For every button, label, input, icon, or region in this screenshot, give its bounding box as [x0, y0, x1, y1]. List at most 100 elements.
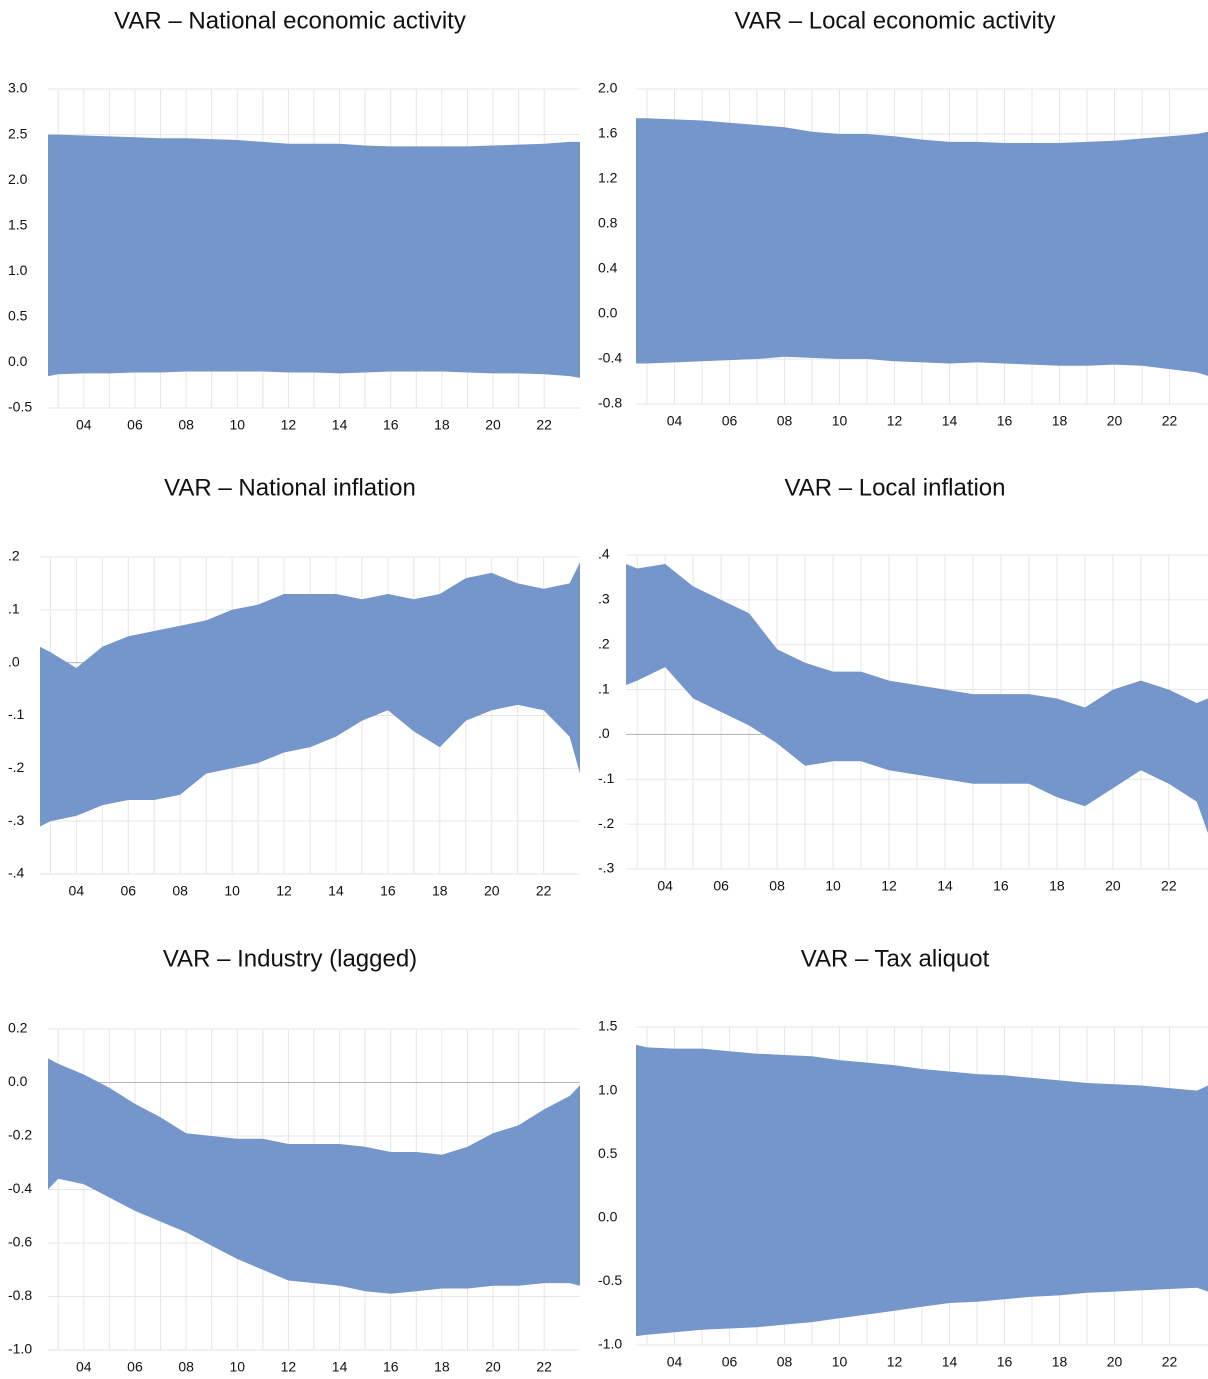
x-tick-label: 20 [1105, 878, 1121, 894]
band-area [40, 562, 580, 827]
y-tick-label: -0.8 [8, 1287, 32, 1303]
x-tick-label: 04 [76, 417, 92, 433]
x-tick-label: 06 [722, 413, 738, 429]
y-tick-label: 1.5 [8, 216, 28, 232]
y-tick-label: -0.4 [8, 1180, 32, 1196]
x-tick-label: 08 [769, 878, 785, 894]
y-tick-label: .0 [8, 653, 20, 669]
x-tick-label: 12 [881, 878, 897, 894]
y-tick-label: .1 [598, 680, 610, 696]
y-tick-label: 0.4 [598, 260, 618, 276]
y-tick-label: -0.6 [8, 1234, 32, 1250]
x-tick-label: 20 [1107, 413, 1123, 429]
chart-title: VAR – National inflation [164, 474, 416, 501]
band-area [48, 134, 580, 378]
y-tick-label: 2.0 [598, 80, 618, 96]
x-tick-label: 18 [432, 883, 448, 899]
x-tick-label: 10 [832, 413, 848, 429]
y-tick-label: -1.0 [8, 1341, 32, 1357]
y-tick-label: .3 [598, 591, 610, 607]
y-tick-label: 0.0 [8, 353, 28, 369]
x-tick-label: 22 [536, 883, 552, 899]
y-tick-label: 0.0 [598, 1209, 618, 1225]
y-tick-label: 0.5 [8, 308, 28, 324]
x-tick-label: 12 [276, 883, 292, 899]
x-tick-label: 14 [942, 413, 958, 429]
y-tick-label: -.4 [8, 865, 25, 881]
y-tick-label: -0.4 [598, 350, 622, 366]
band-area [636, 118, 1208, 376]
x-tick-label: 18 [434, 1359, 450, 1375]
x-tick-label: 10 [229, 1359, 245, 1375]
x-tick-label: 14 [937, 878, 953, 894]
chart-title: VAR – Local economic activity [734, 7, 1055, 34]
x-tick-label: 18 [1052, 413, 1068, 429]
x-tick-label: 22 [536, 1359, 552, 1375]
y-tick-label: 0.2 [8, 1020, 28, 1036]
x-tick-label: 04 [667, 1354, 683, 1370]
y-tick-label: -.2 [8, 759, 25, 775]
x-tick-label: 16 [997, 1354, 1013, 1370]
x-tick-label: 22 [536, 417, 552, 433]
x-tick-label: 16 [383, 417, 399, 433]
x-tick-label: 06 [127, 417, 143, 433]
x-tick-label: 14 [332, 417, 348, 433]
y-tick-label: 3.0 [8, 80, 28, 96]
band-area [626, 564, 1208, 834]
chart-title: VAR – Industry (lagged) [163, 945, 417, 972]
y-tick-label: 0.8 [598, 215, 618, 231]
x-tick-label: 22 [1162, 413, 1178, 429]
y-tick-label: -0.8 [598, 395, 622, 411]
x-tick-label: 20 [485, 1359, 501, 1375]
y-tick-label: 2.0 [8, 171, 28, 187]
y-tick-label: -.2 [598, 815, 615, 831]
y-tick-label: -.1 [598, 770, 615, 786]
x-tick-label: 06 [120, 883, 136, 899]
chart-title: VAR – National economic activity [114, 7, 466, 34]
x-tick-label: 06 [127, 1359, 143, 1375]
x-tick-label: 12 [887, 1354, 903, 1370]
y-tick-label: -1.0 [598, 1336, 622, 1352]
x-tick-label: 16 [993, 878, 1009, 894]
x-tick-label: 18 [1049, 878, 1065, 894]
y-tick-label: .0 [598, 725, 610, 741]
y-tick-label: 1.2 [598, 170, 618, 186]
x-tick-label: 04 [657, 878, 673, 894]
x-tick-label: 14 [328, 883, 344, 899]
x-tick-label: 22 [1162, 1354, 1178, 1370]
y-tick-label: -0.2 [8, 1127, 32, 1143]
y-tick-label: 0.0 [598, 305, 618, 321]
x-tick-label: 20 [1107, 1354, 1123, 1370]
x-tick-label: 06 [713, 878, 729, 894]
chart-title: VAR – Local inflation [784, 474, 1005, 501]
x-tick-label: 08 [777, 1354, 793, 1370]
y-tick-label: 1.5 [598, 1018, 618, 1034]
y-tick-label: -0.5 [598, 1272, 622, 1288]
x-tick-label: 16 [380, 883, 396, 899]
y-tick-label: -.3 [8, 812, 25, 828]
y-tick-label: 0.5 [598, 1145, 618, 1161]
x-tick-label: 18 [434, 417, 450, 433]
y-tick-label: -.1 [8, 706, 25, 722]
y-tick-label: 0.0 [8, 1073, 28, 1089]
x-tick-label: 10 [825, 878, 841, 894]
x-tick-label: 08 [172, 883, 188, 899]
band-area [636, 1044, 1208, 1337]
x-tick-label: 20 [485, 417, 501, 433]
x-tick-label: 14 [942, 1354, 958, 1370]
x-tick-label: 12 [887, 413, 903, 429]
x-tick-label: 08 [178, 1359, 194, 1375]
chart-title: VAR – Tax aliquot [801, 945, 990, 972]
y-tick-label: -.3 [598, 860, 615, 876]
x-tick-label: 08 [777, 413, 793, 429]
x-tick-label: 04 [76, 1359, 92, 1375]
y-tick-label: .1 [8, 601, 20, 617]
x-tick-label: 18 [1052, 1354, 1068, 1370]
x-tick-label: 08 [178, 417, 194, 433]
x-tick-label: 06 [722, 1354, 738, 1370]
band-area [48, 1058, 580, 1294]
x-tick-label: 12 [281, 1359, 297, 1375]
x-tick-label: 16 [383, 1359, 399, 1375]
x-tick-label: 20 [484, 883, 500, 899]
